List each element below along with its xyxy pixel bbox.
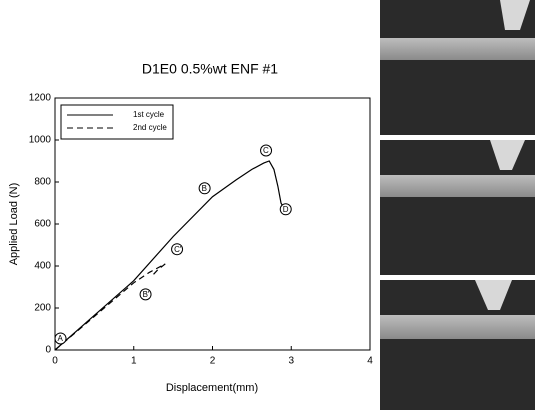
y-tick-label: 800 xyxy=(34,177,51,188)
photo-loader xyxy=(490,140,525,170)
annotation: B' xyxy=(143,290,150,299)
annotation: C' xyxy=(174,245,182,254)
legend-box xyxy=(60,104,174,140)
annotation-marker xyxy=(139,288,152,301)
series-line xyxy=(54,160,284,351)
y-tick-label: 0 xyxy=(45,345,51,356)
annotation: D xyxy=(283,205,289,214)
chart-title: D1E0 0.5%wt ENF #1 xyxy=(142,61,278,77)
y-tick-label: 1200 xyxy=(29,93,52,104)
annotation-marker xyxy=(54,332,67,345)
annotation: B xyxy=(202,184,207,193)
annotation-marker xyxy=(279,203,292,216)
y-tick-label: 600 xyxy=(34,219,51,230)
photo xyxy=(380,280,535,410)
y-tick-label: 1000 xyxy=(29,135,52,146)
photo-loader xyxy=(475,280,512,310)
series-line xyxy=(54,263,166,351)
photo-loader xyxy=(500,0,530,30)
photo-beam xyxy=(380,38,535,60)
x-axis-label: Displacement(mm) xyxy=(166,382,258,394)
annotation: A xyxy=(58,334,64,343)
x-tick-label: 2 xyxy=(210,356,216,367)
photos xyxy=(380,0,535,410)
photo-beam xyxy=(380,175,535,197)
annotation-marker xyxy=(171,243,184,256)
x-tick-label: 4 xyxy=(367,356,373,367)
x-tick-label: 3 xyxy=(288,356,294,367)
legend-label: 1st cycle xyxy=(133,110,165,119)
y-axis-label: Applied Load (N) xyxy=(8,183,20,266)
annotation-marker xyxy=(260,144,273,157)
annotation: C xyxy=(263,146,269,155)
annotation-marker xyxy=(198,182,211,195)
y-tick-label: 400 xyxy=(34,261,51,272)
x-tick-label: 1 xyxy=(131,356,137,367)
photo-beam xyxy=(380,315,535,339)
y-tick-label: 200 xyxy=(34,303,51,314)
x-tick-label: 0 xyxy=(52,356,58,367)
legend-label: 2nd cycle xyxy=(133,123,167,132)
